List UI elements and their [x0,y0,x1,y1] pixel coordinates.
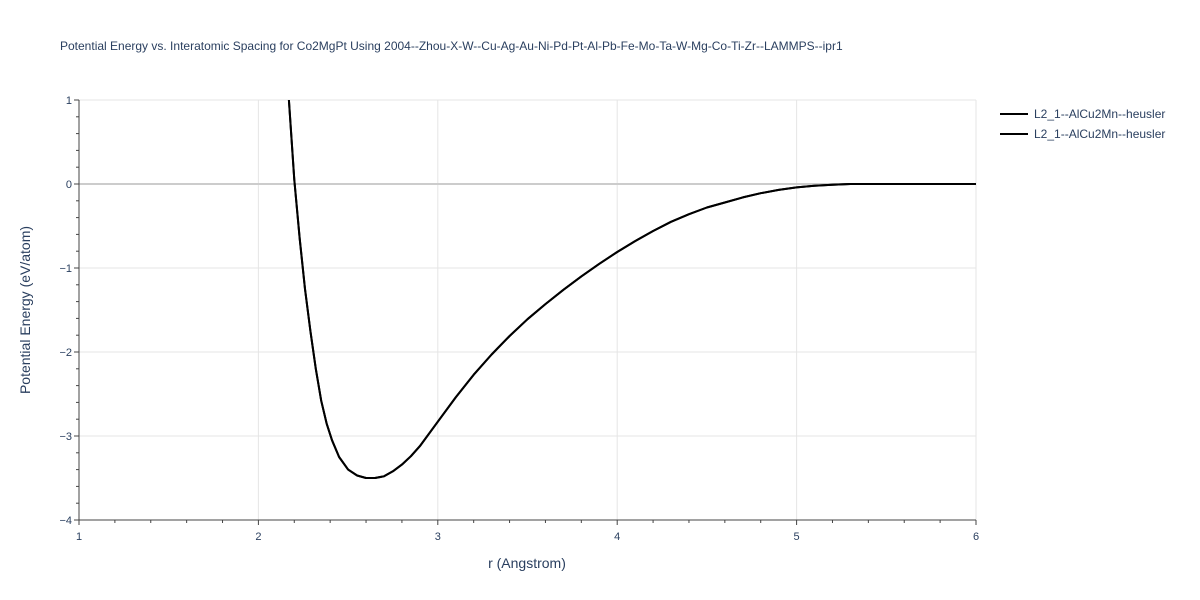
y-axis-label: Potential Energy (eV/atom) [17,226,33,394]
tick-labels: 1 2 3 4 5 6 1 0 −1 −2 −3 −4 [59,95,979,543]
legend-item[interactable]: L2_1--AlCu2Mn--heusler [1000,107,1165,121]
legend[interactable]: L2_1--AlCu2Mn--heusler L2_1--AlCu2Mn--heu… [1000,107,1165,141]
x-tick-label: 6 [973,531,979,543]
axes [74,99,977,525]
x-tick-label: 2 [255,531,261,543]
x-tick-label: 1 [76,531,82,543]
y-tick-label: 1 [66,95,72,107]
y-tick-label: −2 [59,347,72,359]
x-tick-label: 5 [794,531,800,543]
legend-label: L2_1--AlCu2Mn--heusler [1034,127,1165,141]
y-tick-label: −3 [59,431,72,443]
x-tick-label: 4 [614,531,620,543]
legend-item[interactable]: L2_1--AlCu2Mn--heusler [1000,127,1165,141]
series-line-1 [287,100,976,479]
y-tick-label: −4 [59,515,72,527]
x-tick-label: 3 [435,531,441,543]
y-tick-label: 0 [66,179,72,191]
x-axis-label: r (Angstrom) [488,555,566,571]
series-line-2 [287,100,976,479]
legend-label: L2_1--AlCu2Mn--heusler [1034,107,1165,121]
y-tick-label: −1 [59,263,72,275]
series-lines [287,100,976,479]
grid [79,99,977,521]
chart-title: Potential Energy vs. Interatomic Spacing… [60,39,843,53]
